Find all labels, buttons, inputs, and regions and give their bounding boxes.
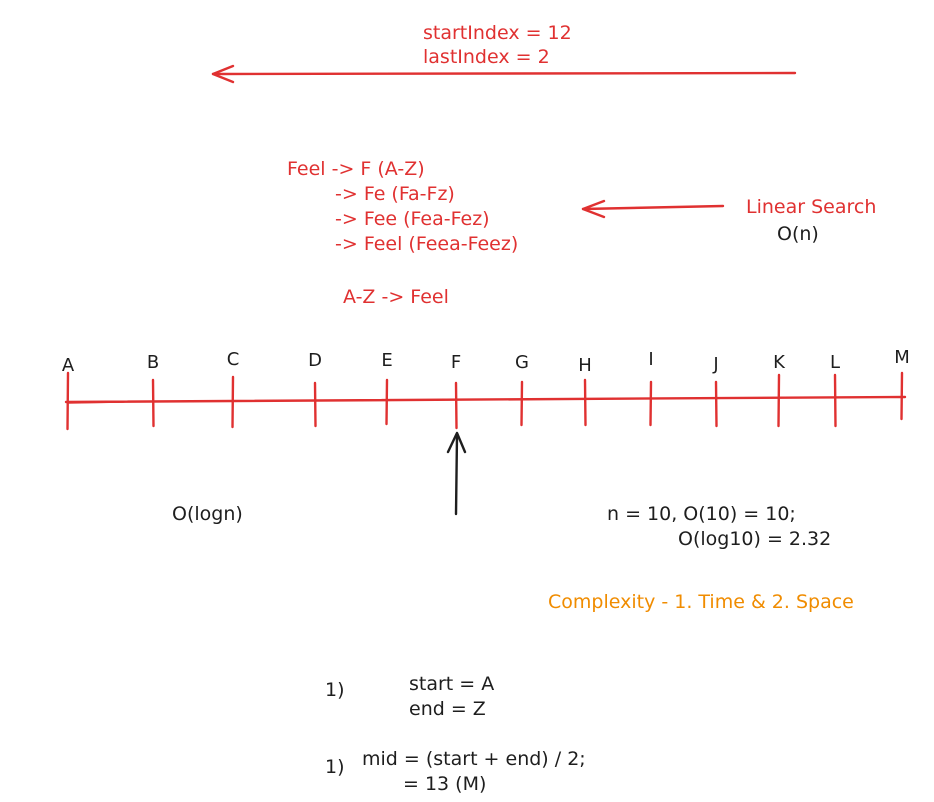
number-line-axis — [64, 395, 907, 404]
tick-j — [714, 380, 718, 428]
tick-label-i: I — [648, 349, 654, 370]
tick-label-d: D — [308, 350, 322, 371]
tick-label-a: A — [61, 355, 75, 376]
tick-h — [583, 378, 587, 427]
tick-c — [231, 375, 235, 429]
feel-line-1: Feel -> F (A-Z) — [287, 158, 425, 180]
tick-e — [385, 378, 389, 426]
step-2-number: 1) — [325, 756, 345, 778]
tick-i — [649, 380, 653, 427]
tick-a — [66, 371, 70, 431]
tick-m — [900, 371, 904, 421]
tick-d — [313, 381, 317, 428]
complexity-types-text: Complexity - 1. Time & 2. Space — [548, 591, 854, 613]
tick-label-k: K — [773, 352, 785, 373]
step-1-start: start = A — [409, 673, 495, 695]
tick-label-f: F — [450, 352, 462, 373]
tick-label-m: M — [894, 347, 910, 368]
pointer-up-arrow — [446, 431, 467, 516]
number-line-ticks — [66, 371, 904, 431]
feel-line-4: -> Feel (Feea-Feez) — [335, 233, 519, 255]
tick-label-g: G — [515, 352, 529, 373]
number-line — [64, 371, 907, 431]
tick-k — [777, 373, 781, 428]
start-index-text: startIndex = 12 — [423, 22, 572, 44]
tick-g — [520, 380, 524, 427]
step-1-number: 1) — [325, 679, 345, 701]
tick-label-h: H — [578, 355, 592, 376]
tick-f — [454, 381, 458, 430]
binary-search-complexity: O(logn) — [172, 503, 243, 525]
tick-b — [151, 378, 155, 428]
feel-line-2: -> Fe (Fa-Fz) — [335, 183, 455, 205]
example-line-1: n = 10, O(10) = 10; — [607, 503, 796, 525]
top-left-arrow — [211, 64, 797, 84]
tick-label-e: E — [381, 350, 393, 371]
step-1-end: end = Z — [409, 698, 486, 720]
linear-search-title: Linear Search — [746, 196, 877, 218]
linear-search-complexity: O(n) — [777, 223, 819, 245]
tick-label-l: L — [829, 352, 841, 373]
step-2-result: = 13 (M) — [403, 773, 487, 795]
linear-search-arrow — [581, 199, 725, 219]
tick-l — [833, 373, 837, 428]
example-line-2: O(log10) = 2.32 — [678, 528, 832, 550]
last-index-text: lastIndex = 2 — [423, 46, 550, 68]
tick-label-j: J — [713, 354, 719, 375]
tick-label-c: C — [226, 349, 240, 370]
step-2-mid: mid = (start + end) / 2; — [362, 748, 586, 770]
tick-label-b: B — [146, 352, 160, 373]
feel-summary: A-Z -> Feel — [343, 286, 449, 308]
feel-line-3: -> Fee (Fea-Fez) — [335, 208, 490, 230]
